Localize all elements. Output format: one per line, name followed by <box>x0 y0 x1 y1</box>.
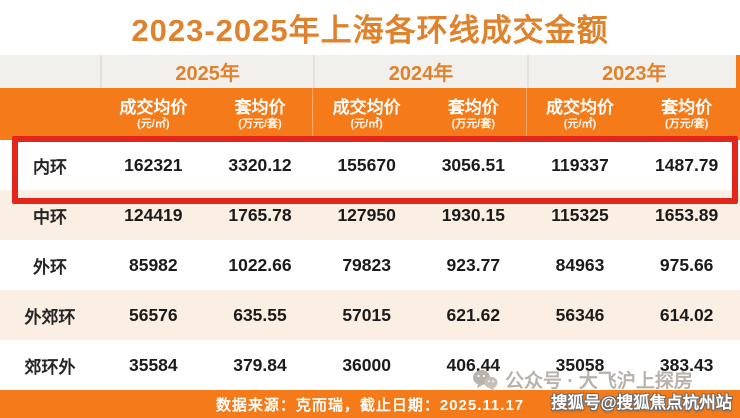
wechat-watermark: 公众号 · 大飞沪上探房 <box>472 366 693 393</box>
corner-cell <box>0 55 100 88</box>
cell-value: 124419 <box>124 204 183 225</box>
metric-label: 套均价 <box>447 97 499 117</box>
metric-label: 套均价 <box>234 97 286 117</box>
metric-header: 套均价 (万元/套) <box>633 88 740 140</box>
cell-value: 3320.12 <box>228 154 292 175</box>
cell-value: 1930.15 <box>441 204 505 225</box>
table-row: 郊环外 35584 379.84 36000 406.44 35058 383.43 <box>0 340 740 390</box>
metric-unit: (万元/套) <box>238 117 282 130</box>
row-label: 外郊环 <box>24 307 76 327</box>
cell-value: 1487.79 <box>655 154 719 175</box>
table-row: 外郊环 56576 635.55 57015 621.62 56346 614.02 <box>0 290 740 340</box>
cell-value: 35584 <box>128 354 178 375</box>
cell-value: 56346 <box>555 304 605 325</box>
page-title: 2023-2025年上海各环线成交金额 <box>131 13 609 48</box>
table-body: 内环 162321 3320.12 155670 3056.51 119337 1487.7… <box>0 140 740 390</box>
cell-value: 1765.78 <box>228 204 292 225</box>
year-header-row: 2025年 2024年 2023年 <box>0 55 740 88</box>
cell-value: 614.02 <box>659 304 714 325</box>
cell-value: 35058 <box>555 354 605 375</box>
year-header: 2025年 <box>100 55 313 88</box>
row-label: 内环 <box>33 157 67 177</box>
row-label: 外环 <box>33 257 67 277</box>
cell-value: 155670 <box>337 154 396 175</box>
metric-header: 套均价 (万元/套) <box>420 88 527 140</box>
table-row: 内环 162321 3320.12 155670 3056.51 119337 1487.7… <box>0 140 740 190</box>
cell-value: 975.66 <box>659 254 714 275</box>
metric-unit: (元/㎡) <box>563 117 597 130</box>
cell-value: 379.84 <box>233 354 287 375</box>
row-label: 郊环外 <box>24 357 76 377</box>
data-source-text: 数据来源：克而瑞，截止日期：2025.11.17 <box>215 396 525 414</box>
metric-label: 成交均价 <box>119 97 188 117</box>
sohu-watermark: 搜狐号@搜狐焦点杭州站 <box>551 394 733 412</box>
metric-header: 套均价 (万元/套) <box>207 88 314 140</box>
cell-value: 1653.89 <box>655 204 719 225</box>
metric-unit: (万元/套) <box>451 117 496 130</box>
metric-header: 成交均价 (元/㎡) <box>313 88 420 140</box>
cell-value: 621.62 <box>446 304 501 325</box>
cell-value: 85982 <box>128 254 178 275</box>
metric-label: 成交均价 <box>332 97 401 117</box>
cell-value: 635.55 <box>233 304 287 325</box>
cell-value: 84963 <box>555 254 605 275</box>
cell-value: 1022.66 <box>228 254 292 275</box>
metric-header: 成交均价 (元/㎡) <box>100 88 207 140</box>
cell-value: 383.43 <box>659 354 714 375</box>
metric-label: 成交均价 <box>545 97 614 117</box>
year-header: 2024年 <box>313 55 526 88</box>
cell-value: 56576 <box>128 304 178 325</box>
metric-header-spacer <box>0 88 100 140</box>
metric-label: 套均价 <box>661 97 713 117</box>
wechat-watermark-text: 公众号 · 大飞沪上探房 <box>505 371 693 392</box>
cell-value: 119337 <box>551 154 609 175</box>
table-row: 中环 124419 1765.78 127950 1930.15 115325 1653.8… <box>0 190 740 240</box>
cell-value: 162321 <box>124 154 183 175</box>
metric-unit: (元/㎡) <box>137 117 170 130</box>
cell-value: 57015 <box>342 304 391 325</box>
year-header: 2023年 <box>526 55 740 88</box>
footer-bar: 数据来源：克而瑞，截止日期：2025.11.17 <box>0 390 740 418</box>
cell-value: 115325 <box>551 204 609 225</box>
cell-value: 36000 <box>342 354 391 375</box>
metric-unit: (万元/套) <box>664 117 709 130</box>
metric-header: 成交均价 (元/㎡) <box>527 88 634 140</box>
cell-value: 127950 <box>337 204 396 225</box>
metric-header-row: 成交均价 (元/㎡) 套均价 (万元/套) 成交均价 (元/㎡) 套均价 (万元/套) 成交均价… <box>0 88 740 140</box>
cell-value: 923.77 <box>446 254 501 275</box>
cell-value: 79823 <box>342 254 391 275</box>
cell-value: 3056.51 <box>441 154 505 175</box>
right-edge-strip <box>736 55 740 88</box>
wechat-icon <box>472 369 498 391</box>
table-row: 外环 85982 1022.66 79823 923.77 84963 975.66 <box>0 240 740 290</box>
row-label: 中环 <box>33 207 67 227</box>
cell-value: 406.44 <box>446 354 501 375</box>
metric-unit: (元/㎡) <box>350 117 383 130</box>
